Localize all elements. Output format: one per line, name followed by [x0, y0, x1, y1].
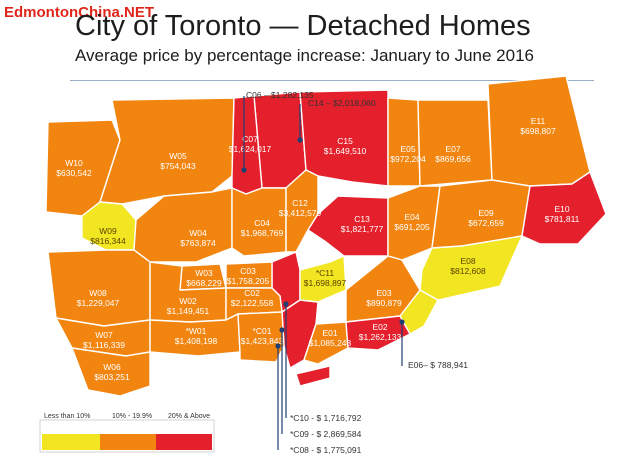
- callout-label: *C10 - $ 1,716,792: [290, 413, 362, 423]
- district-code-label: E02: [372, 322, 387, 332]
- callout-dot: [297, 137, 303, 143]
- district-region-c01: [237, 311, 285, 363]
- title-divider: [70, 80, 594, 81]
- district-code-label: W07: [95, 330, 113, 340]
- district-price-label: $672,659: [468, 218, 504, 228]
- district-code-label: *C11: [316, 268, 335, 278]
- district-price-label: $1,149,451: [167, 306, 210, 316]
- district-region-e05: [387, 97, 421, 187]
- district-price-label: $1,624,017: [229, 144, 272, 154]
- district-price-label: $2,122,558: [231, 298, 274, 308]
- district-price-label: $3,412,579: [279, 208, 322, 218]
- district-code-label: W03: [195, 268, 213, 278]
- callout-label: *C09 - $ 2,869,584: [290, 429, 362, 439]
- district-price-label: $972,204: [390, 154, 426, 164]
- district-price-label: $1,262,133: [359, 332, 402, 342]
- district-region-w06: [71, 347, 151, 397]
- watermark: EdmontonChina.NET: [4, 4, 154, 21]
- district-code-label: W09: [99, 226, 117, 236]
- district-code-label: E07: [445, 144, 460, 154]
- district-code-label: E03: [376, 288, 391, 298]
- district-price-label: $1,408,198: [175, 336, 218, 346]
- district-code-label: C04: [254, 218, 270, 228]
- legend-label-high: 20% & Above: [168, 413, 211, 420]
- district-code-label: C02: [244, 288, 260, 298]
- district-region-e10: [521, 171, 607, 245]
- district-price-label: $1,698,897: [304, 278, 347, 288]
- page-subtitle: Average price by percentage increase: Ja…: [75, 46, 534, 65]
- callout-dot: [279, 327, 285, 333]
- district-price-label: $1,968,769: [241, 228, 284, 238]
- callout-dot: [399, 319, 405, 325]
- page-title: City of Toronto — Detached Homes: [75, 10, 531, 42]
- legend-frame: [39, 419, 215, 453]
- legend-swatch: [156, 434, 212, 450]
- district-price-label: $1,821,777: [341, 224, 384, 234]
- callout-label: E06– $ 788,941: [408, 360, 468, 370]
- district-code-label: E08: [460, 256, 475, 266]
- district-region-c13: [307, 195, 389, 257]
- district-price-label: $668,229: [186, 278, 222, 288]
- district-code-label: C03: [240, 266, 256, 276]
- district-code-label: W06: [103, 362, 121, 372]
- district-price-label: $691,205: [394, 222, 430, 232]
- district-code-label: E09: [478, 208, 493, 218]
- district-price-label: $1,758,205: [227, 276, 270, 286]
- district-region-e07: [417, 99, 493, 187]
- district-region-e01: [303, 321, 349, 365]
- district-code-label: W08: [89, 288, 107, 298]
- district-code-label: E04: [404, 212, 419, 222]
- district-region-e02: [345, 315, 411, 351]
- callout-label: C06 – $1,282,135: [246, 90, 314, 100]
- callout-label: C14 – $2,018,060: [308, 98, 376, 108]
- district-price-label: $754,043: [160, 161, 196, 171]
- district-price-label: $1,229,047: [77, 298, 120, 308]
- district-price-label: $869,656: [435, 154, 471, 164]
- callout-dot: [283, 301, 289, 307]
- district-code-label: *W01: [186, 326, 207, 336]
- district-price-label: $803,251: [94, 372, 130, 382]
- district-region-unlabeled: [295, 365, 331, 387]
- district-code-label: C13: [354, 214, 370, 224]
- district-code-label: W02: [179, 296, 197, 306]
- district-code-label: C07: [242, 134, 258, 144]
- district-price-label: $1,085,243: [309, 338, 352, 348]
- callout-dot: [275, 343, 281, 349]
- legend-swatch: [42, 434, 100, 450]
- district-region-e08: [419, 235, 523, 301]
- district-code-label: W10: [65, 158, 83, 168]
- district-code-label: W05: [169, 151, 187, 161]
- district-code-label: W04: [189, 228, 207, 238]
- district-code-label: E05: [400, 144, 415, 154]
- callout-dot: [241, 167, 247, 173]
- district-price-label: $698,807: [520, 126, 556, 136]
- callout-label: *C08 - $ 1,775,091: [290, 445, 362, 455]
- district-price-label: $816,344: [90, 236, 126, 246]
- district-code-label: E01: [322, 328, 337, 338]
- district-region-w05: [99, 97, 235, 205]
- district-price-label: $1,423,843: [241, 336, 284, 346]
- district-code-label: C15: [337, 136, 353, 146]
- district-price-label: $781,811: [545, 214, 580, 224]
- district-price-label: $812,608: [450, 266, 486, 276]
- district-price-label: $763,874: [180, 238, 216, 248]
- legend-swatch: [100, 434, 156, 450]
- district-code-label: C12: [292, 198, 308, 208]
- district-code-label: E11: [531, 116, 546, 126]
- legend-label-mid: 10% - 19.9%: [112, 413, 153, 420]
- district-price-label: $630,542: [56, 168, 92, 178]
- district-price-label: $1,649,510: [324, 146, 367, 156]
- legend-label-low: Less than 10%: [44, 413, 91, 420]
- district-price-label: $1,116,339: [83, 340, 125, 350]
- district-price-label: $890,879: [366, 298, 402, 308]
- district-code-label: E10: [554, 204, 569, 214]
- district-code-label: *C01: [253, 326, 272, 336]
